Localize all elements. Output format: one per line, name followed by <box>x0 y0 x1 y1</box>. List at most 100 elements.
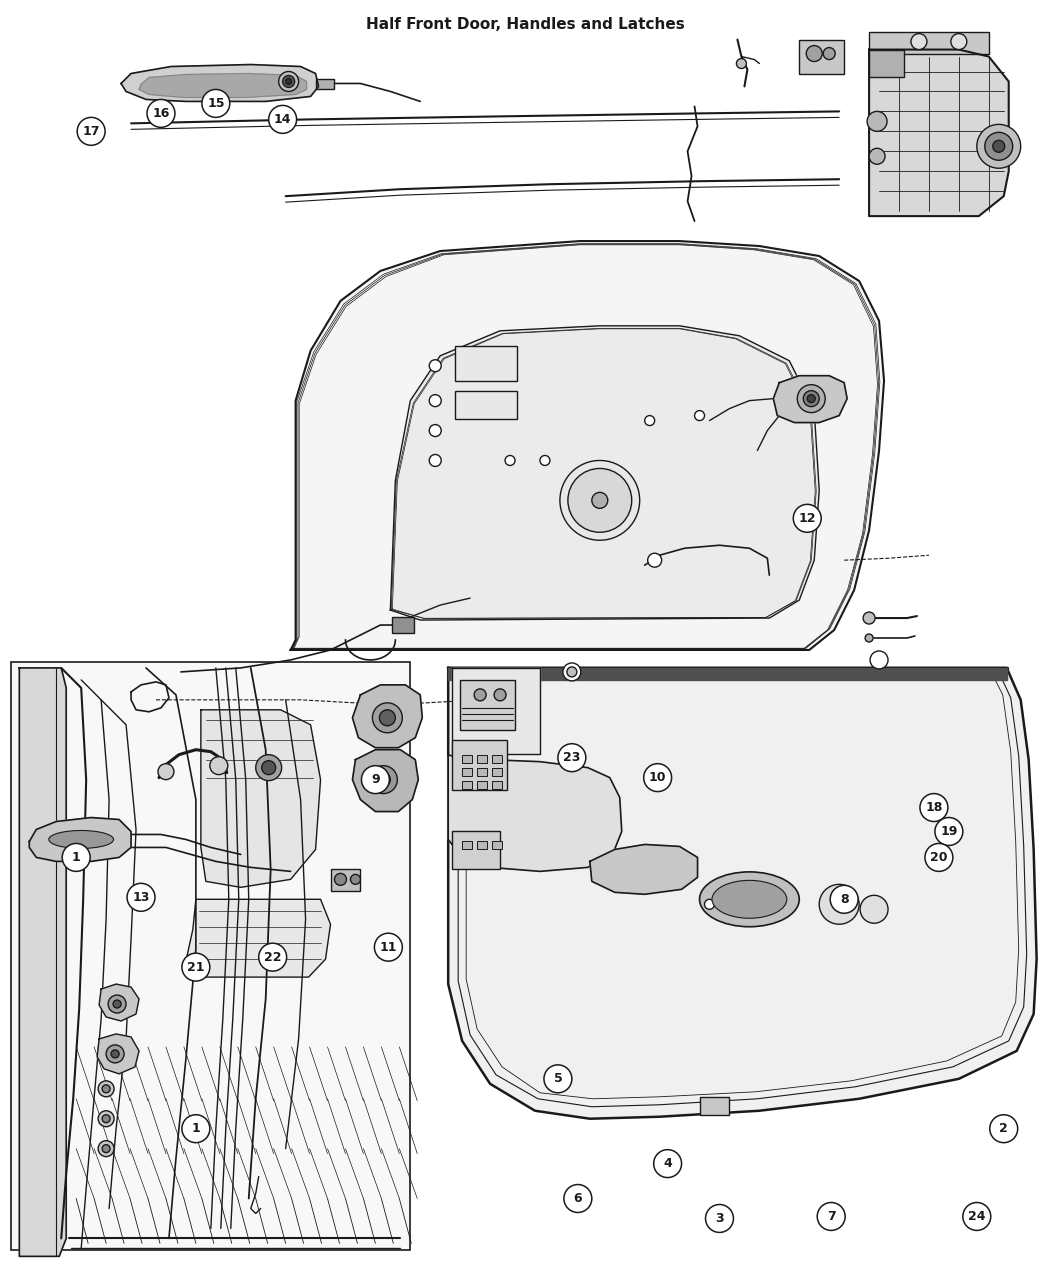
Circle shape <box>794 505 821 532</box>
Bar <box>699 1096 730 1114</box>
Text: 6: 6 <box>573 1192 582 1205</box>
Polygon shape <box>98 1034 139 1074</box>
Bar <box>462 780 472 789</box>
Bar <box>477 755 487 762</box>
Text: 19: 19 <box>940 825 958 838</box>
Circle shape <box>706 1205 734 1233</box>
Circle shape <box>806 46 822 61</box>
Text: 9: 9 <box>371 773 380 787</box>
Circle shape <box>819 885 859 924</box>
Circle shape <box>911 33 927 50</box>
Circle shape <box>429 395 441 407</box>
Circle shape <box>976 125 1021 168</box>
Text: 16: 16 <box>152 107 170 120</box>
Circle shape <box>803 390 819 407</box>
Text: 7: 7 <box>826 1210 836 1223</box>
Bar <box>477 768 487 775</box>
Circle shape <box>870 652 888 669</box>
Bar <box>869 32 989 54</box>
Circle shape <box>867 111 887 131</box>
Circle shape <box>113 1000 121 1009</box>
Circle shape <box>102 1145 110 1153</box>
Circle shape <box>560 460 639 541</box>
Text: 12: 12 <box>798 511 816 525</box>
Circle shape <box>644 764 672 792</box>
Circle shape <box>98 1141 114 1156</box>
Circle shape <box>495 688 506 701</box>
Circle shape <box>102 1114 110 1123</box>
Circle shape <box>505 455 516 465</box>
Circle shape <box>860 895 888 923</box>
Text: 14: 14 <box>274 113 292 126</box>
Polygon shape <box>139 74 307 97</box>
Text: 3: 3 <box>715 1213 723 1225</box>
Bar <box>492 768 502 775</box>
Circle shape <box>934 817 963 845</box>
Ellipse shape <box>712 880 786 918</box>
Bar <box>799 40 844 74</box>
Text: 23: 23 <box>563 751 581 764</box>
Circle shape <box>261 761 276 775</box>
Circle shape <box>592 492 608 509</box>
Polygon shape <box>29 817 131 862</box>
Bar <box>492 842 502 849</box>
Circle shape <box>990 1114 1017 1142</box>
Text: 13: 13 <box>132 891 150 904</box>
Bar <box>456 390 517 418</box>
Circle shape <box>256 755 281 780</box>
Circle shape <box>111 1049 119 1058</box>
Circle shape <box>102 1085 110 1093</box>
Bar <box>453 740 507 789</box>
Circle shape <box>869 148 885 164</box>
Circle shape <box>376 773 391 787</box>
Circle shape <box>817 1202 845 1230</box>
Text: 15: 15 <box>207 97 225 110</box>
Circle shape <box>335 873 346 885</box>
Circle shape <box>282 75 295 88</box>
Ellipse shape <box>699 872 799 927</box>
Bar <box>393 617 415 632</box>
Text: 10: 10 <box>649 771 667 784</box>
Bar <box>462 842 472 849</box>
Circle shape <box>992 140 1005 152</box>
Circle shape <box>429 454 441 467</box>
Circle shape <box>544 1065 572 1093</box>
Bar <box>331 870 360 891</box>
Polygon shape <box>121 65 318 102</box>
Polygon shape <box>391 326 819 620</box>
Circle shape <box>475 688 486 701</box>
Bar <box>316 79 334 89</box>
Bar <box>869 50 904 78</box>
Bar <box>462 768 472 775</box>
Circle shape <box>429 425 441 436</box>
Circle shape <box>375 933 402 961</box>
Circle shape <box>269 106 296 134</box>
Circle shape <box>831 885 858 913</box>
Circle shape <box>645 416 654 426</box>
Polygon shape <box>453 668 540 754</box>
Text: Half Front Door, Handles and Latches: Half Front Door, Handles and Latches <box>365 17 685 32</box>
Polygon shape <box>869 50 1009 217</box>
Polygon shape <box>99 984 139 1021</box>
Text: 24: 24 <box>968 1210 986 1223</box>
Text: 20: 20 <box>930 850 948 864</box>
Circle shape <box>865 634 874 643</box>
Polygon shape <box>448 668 1007 680</box>
Circle shape <box>108 994 126 1014</box>
Bar <box>477 842 487 849</box>
Circle shape <box>558 743 586 771</box>
Circle shape <box>654 1150 681 1178</box>
Text: 1: 1 <box>191 1122 201 1135</box>
Circle shape <box>951 33 967 50</box>
Text: 22: 22 <box>264 951 281 964</box>
Circle shape <box>807 395 815 403</box>
Polygon shape <box>19 668 66 1256</box>
Text: 8: 8 <box>840 892 848 905</box>
Circle shape <box>98 1081 114 1096</box>
Circle shape <box>98 1111 114 1127</box>
Circle shape <box>797 385 825 413</box>
Polygon shape <box>291 241 884 650</box>
Circle shape <box>202 89 230 117</box>
Bar <box>12 662 411 1251</box>
Text: 21: 21 <box>187 960 205 974</box>
